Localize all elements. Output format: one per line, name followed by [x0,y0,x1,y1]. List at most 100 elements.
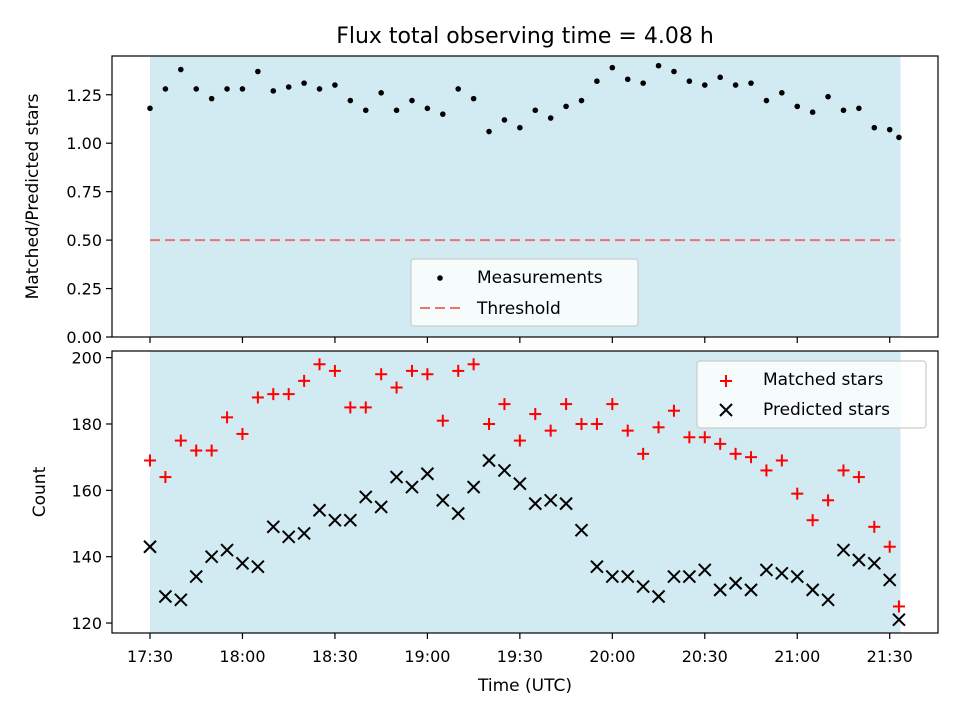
cross-stroke [482,453,496,468]
predicted-star-point [297,526,311,541]
matched-star-point [868,520,881,533]
predicted-star-point [728,576,743,590]
measurement-point [193,86,200,92]
predicted-star-point [744,583,758,597]
cross-stroke [235,556,250,571]
measurement-point [748,80,754,86]
measurement-point [455,86,462,92]
matched-star-point [852,471,865,484]
cross-stroke [312,503,327,517]
matched-star-point [313,358,326,371]
top-legend: Measurements Threshold [410,258,639,327]
predicted-star-point [204,549,219,564]
bottom-legend-box [696,360,927,429]
legend-predicted-label: Predicted stars [763,400,890,420]
legend-matched-label: Matched stars [763,370,883,390]
cross-stroke [389,470,404,484]
measurement-point [224,86,230,92]
measurement-point [563,103,569,110]
measurement-point [378,90,384,96]
matched-star-point [822,494,835,507]
cross-stroke [174,593,188,607]
predicted-star-point [374,500,388,514]
predicted-star-point [328,513,342,527]
measurement-point [624,76,631,83]
cross-stroke [713,583,727,597]
measurement-point [794,103,801,110]
cross-stroke [790,569,804,584]
top-y-tick-label: 0.75 [66,183,102,202]
cross-stroke [251,559,265,574]
x-tick-label: 21:00 [774,647,820,666]
predicted-star-point [636,579,650,594]
measurement-point [347,97,354,104]
matched-star-point [390,381,403,394]
predicted-star-point [497,463,512,478]
matched-star-point [892,600,905,613]
measurement-point [178,66,184,73]
predicted-star-point [852,553,866,567]
cross-stroke [466,480,481,494]
predicted-star-point [513,476,527,491]
measurement-point [825,93,831,100]
predicted-star-point [698,563,712,577]
measurement-point [686,78,693,84]
measurement-point [147,105,153,112]
x-axis-label: Time (UTC) [477,676,572,696]
bottom-y-tick-label: 160 [71,481,102,500]
matched-star-point [467,358,480,371]
predicted-star-point [775,566,789,580]
predicted-star-point [867,556,882,571]
measurement-point [717,74,723,81]
cross-stroke [759,563,774,577]
predicted-star-point [343,513,358,527]
predicted-star-point [312,503,327,517]
matched-star-point [298,374,311,387]
cross-stroke [528,496,542,511]
predicted-star-point [682,569,697,584]
matched-star-point [359,401,372,414]
measurement-point [501,117,508,123]
legend-measurements-marker [437,275,443,281]
matched-star-point [221,411,234,424]
predicted-star-point [543,493,558,508]
cross-stroke [328,513,342,527]
x-tick-label: 20:00 [589,647,635,666]
top-y-tick-label: 0.25 [66,280,102,299]
cross-stroke [867,556,882,571]
cross-stroke [374,500,388,514]
matched-star-point [637,447,650,460]
legend-predicted-marker [719,403,733,417]
cross-stroke [698,563,712,577]
measurement-point [409,97,415,104]
predicted-star-point [836,543,851,557]
bottom-legend: Matched stars Predicted stars [696,360,927,429]
bottom-y-tick-label: 200 [71,349,102,368]
predicted-star-point [405,480,419,494]
x-tick-label: 20:30 [682,647,728,666]
measurement-point [301,80,307,86]
predicted-star-point [174,593,188,607]
predicted-star-point [528,496,542,511]
cross-stroke [543,493,558,508]
matched-star-point [606,398,619,411]
bottom-y-tick-label: 140 [71,548,102,567]
x-tick-label: 18:00 [219,647,265,666]
bottom-y-ticks: 120 140 160 180 200 [71,349,112,633]
bottom-y-axis-label: Count [30,466,50,517]
matched-star-point [698,431,711,444]
measurement-point [763,97,770,104]
cross-stroke [359,490,373,504]
predicted-stars-series [143,453,906,627]
cross-stroke [143,540,157,554]
cross-stroke [420,467,435,481]
cross-stroke [513,476,527,491]
measurement-points [147,62,902,141]
measurement-point [671,68,677,75]
measurement-point [362,107,369,114]
measurement-point [486,128,492,135]
ratio-panel: Flux total observing time = 4.08 h 0.000… [23,24,939,347]
top-x-ticks [149,337,891,343]
cross-stroke [883,573,897,587]
predicted-star-point [235,556,250,571]
